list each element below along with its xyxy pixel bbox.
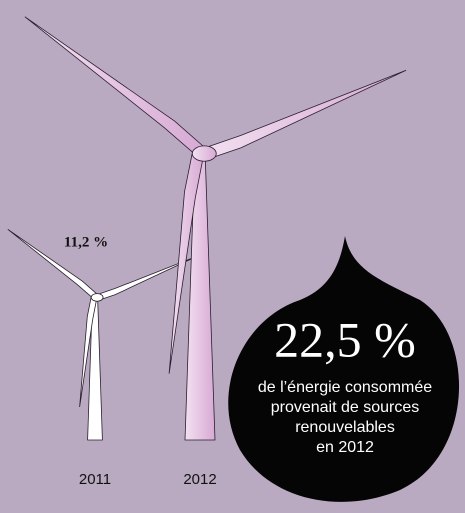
annotation-line: en 2012 <box>316 439 374 456</box>
value-label: 11,2 % <box>64 234 108 250</box>
hub <box>191 145 217 162</box>
year-label: 2012 <box>183 471 216 488</box>
blade <box>24 16 206 158</box>
turbine <box>24 16 407 441</box>
hub <box>90 293 104 302</box>
drop-shape <box>228 236 460 502</box>
turbine <box>7 228 198 441</box>
annotation-line: de l’énergie consommée <box>258 379 432 396</box>
value-label: 22,5 % <box>274 311 416 367</box>
annotation-line: renouvelables <box>295 419 395 436</box>
year-label: 2011 <box>79 471 111 488</box>
blade <box>198 69 407 162</box>
annotation-line: provenait de sources <box>271 399 420 416</box>
